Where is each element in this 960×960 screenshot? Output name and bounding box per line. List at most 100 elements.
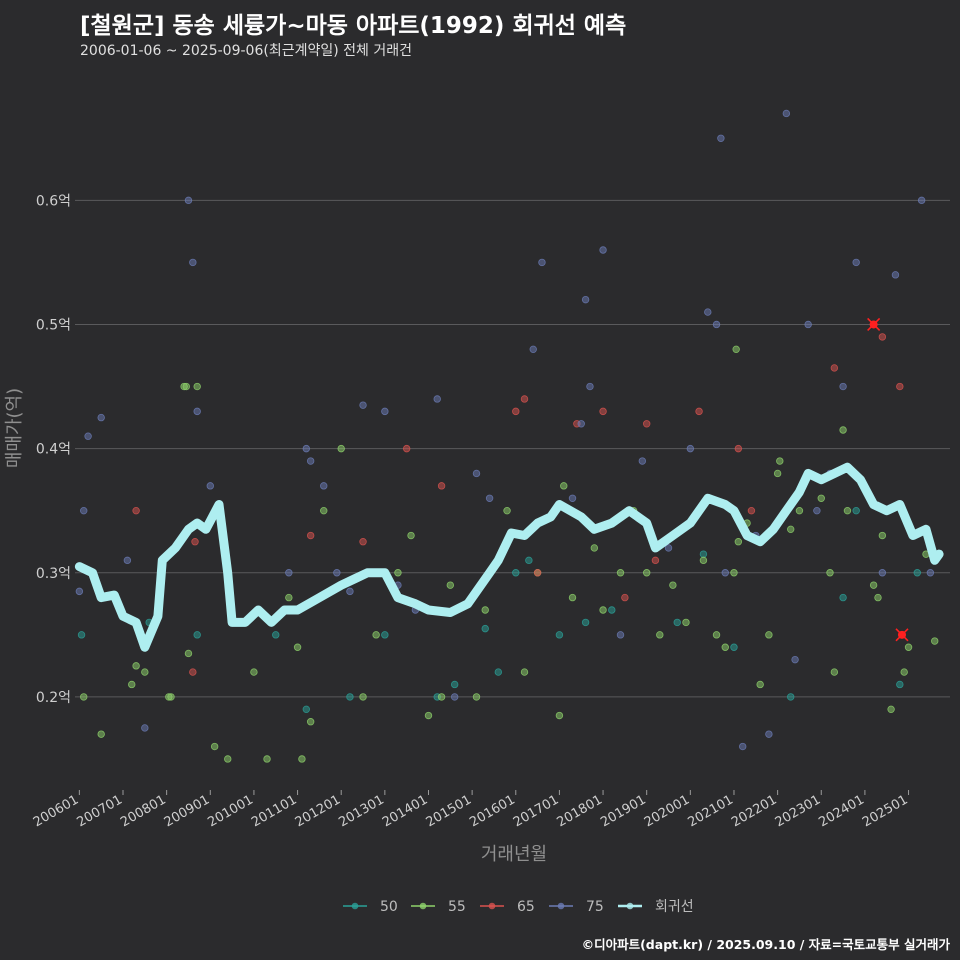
x-tick-label: 200901: [162, 792, 212, 830]
point-75: [664, 544, 673, 552]
point-75: [359, 401, 367, 409]
x-tick-label: 202101: [685, 792, 735, 830]
point-55: [730, 569, 738, 577]
point-75: [472, 469, 481, 478]
point-75: [123, 556, 132, 565]
point-75: [878, 569, 887, 577]
point-65: [695, 407, 703, 416]
point-55: [424, 711, 433, 720]
point-55: [132, 662, 140, 670]
point-55: [359, 693, 367, 701]
point-55: [599, 606, 607, 614]
point-50: [787, 693, 795, 701]
y-tick-label: 0.3억: [36, 566, 71, 582]
point-55: [568, 593, 577, 602]
x-tick-label: 202501: [860, 792, 910, 830]
point-55: [765, 631, 773, 639]
point-50: [839, 593, 847, 602]
point-75: [184, 196, 193, 205]
point-75: [141, 724, 149, 732]
point-65: [132, 506, 140, 515]
legend-label: 55: [448, 899, 466, 915]
legend-key-dot: [557, 902, 565, 910]
point-75: [80, 506, 88, 515]
point-50: [381, 631, 389, 639]
y-axis-label: 매매가(억): [4, 388, 25, 468]
x-tick-label: 201601: [467, 792, 517, 830]
point-55: [734, 538, 743, 546]
point-55: [481, 606, 489, 614]
point-75: [852, 258, 860, 267]
source-credit: ©디아파트(dapt.kr) / 2025.09.10 / 자료=국토교통부 실…: [581, 937, 950, 952]
point-55: [756, 680, 764, 689]
point-55: [900, 668, 908, 676]
point-55: [874, 593, 882, 602]
point-55: [931, 637, 939, 645]
point-50: [555, 631, 564, 639]
point-50: [302, 705, 310, 714]
legend-label: 65: [517, 899, 535, 915]
point-55: [193, 382, 201, 391]
point-75: [206, 482, 214, 490]
regression-line: [74, 462, 944, 652]
point-55: [817, 494, 825, 502]
point-55: [293, 643, 302, 651]
point-55: [843, 506, 852, 515]
point-55: [320, 506, 328, 515]
point-65: [878, 333, 887, 341]
point-55: [298, 755, 306, 763]
point-75: [302, 444, 310, 453]
point-55: [699, 556, 708, 565]
point-75: [721, 569, 729, 577]
point-75: [320, 482, 328, 490]
point-65: [734, 444, 743, 453]
point-55: [306, 718, 315, 726]
point-50: [481, 624, 489, 633]
point-50: [852, 506, 860, 515]
y-tick-label: 0.2억: [36, 690, 71, 706]
point-50: [494, 668, 503, 676]
point-65: [533, 569, 542, 577]
point-75: [189, 258, 197, 267]
point-55: [446, 581, 455, 589]
x-tick-label: 201901: [598, 792, 648, 830]
point-75: [686, 444, 695, 453]
point-55: [472, 693, 481, 701]
point-75: [917, 196, 926, 205]
point-55: [590, 544, 599, 552]
chart-title: [철원군] 동송 세륭가~마동 아파트(1992) 회귀선 예측: [80, 13, 627, 39]
point-55: [141, 668, 149, 676]
point-65: [621, 593, 629, 602]
point-65: [520, 395, 529, 403]
x-tick-label: 202001: [642, 792, 692, 830]
legend: 50 55 65 75 회귀선: [343, 899, 694, 915]
point-65: [642, 420, 651, 428]
point-55: [182, 382, 190, 391]
point-55: [80, 693, 88, 701]
point-55: [776, 457, 784, 465]
point-55: [656, 631, 664, 639]
point-65: [599, 407, 607, 416]
point-55: [337, 444, 345, 453]
point-55: [128, 680, 136, 689]
point-75: [306, 457, 315, 465]
x-tick-label: 202301: [773, 792, 823, 830]
point-50: [346, 693, 354, 701]
point-50: [525, 556, 533, 565]
point-75: [433, 395, 441, 403]
point-55: [285, 593, 293, 602]
point-55: [437, 693, 446, 701]
point-55: [682, 618, 690, 627]
point-75: [485, 494, 494, 502]
point-75: [285, 569, 293, 577]
x-tick-label: 201701: [511, 792, 561, 830]
point-75: [538, 258, 546, 267]
point-50: [581, 618, 590, 627]
x-tick-label: 200601: [31, 792, 81, 830]
point-55: [773, 469, 782, 478]
x-tick-label: 200801: [118, 792, 168, 830]
highlight-markers: [867, 317, 909, 642]
point-55: [407, 531, 415, 540]
x-tick-label: 201101: [249, 792, 299, 830]
